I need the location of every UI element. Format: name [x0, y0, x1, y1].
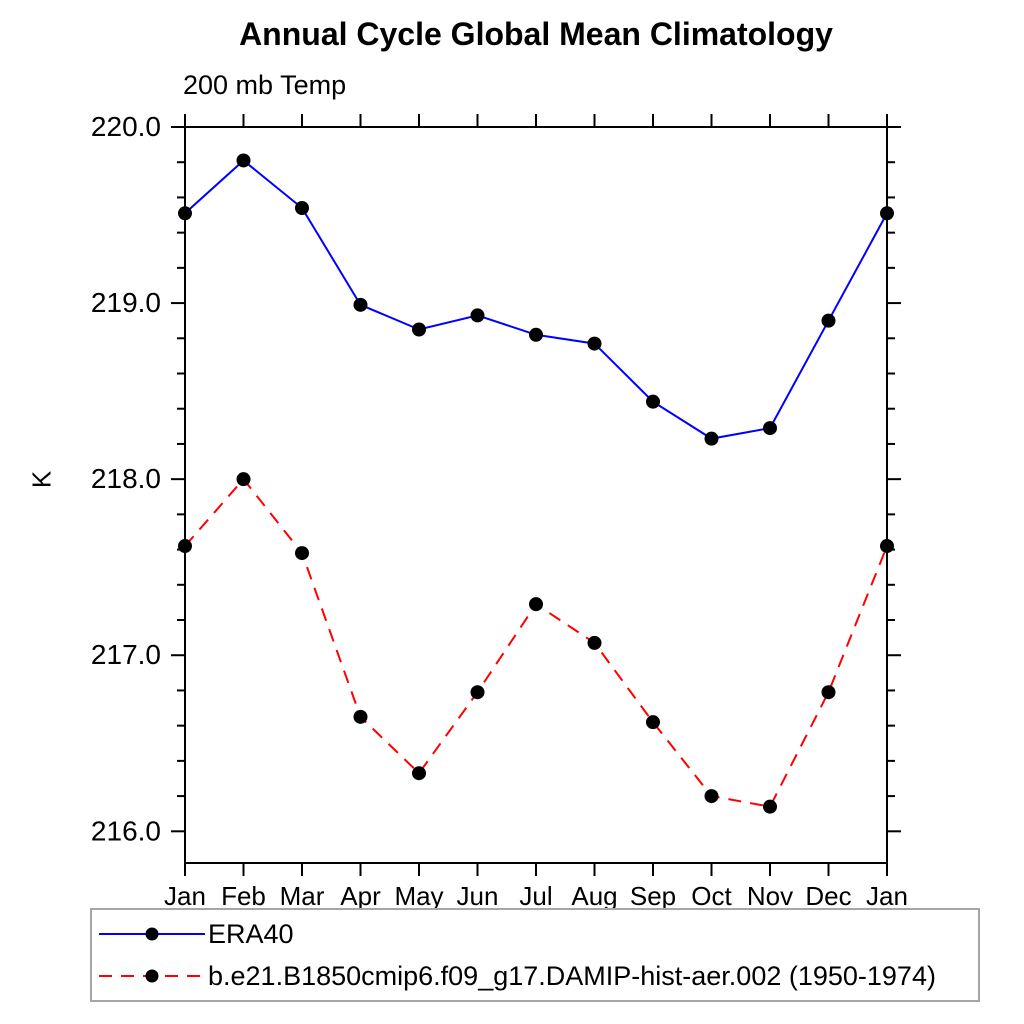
- x-tick-label: Jul: [519, 881, 552, 911]
- y-tick-label: 216.0: [91, 815, 161, 846]
- data-point-series-1: [646, 715, 660, 730]
- data-point-series-1: [763, 799, 777, 814]
- x-tick-label: Dec: [805, 881, 851, 911]
- data-point-series-0: [704, 431, 719, 446]
- y-tick-label: 218.0: [91, 463, 161, 494]
- data-point-series-0: [821, 313, 836, 328]
- data-point-series-1: [587, 635, 602, 650]
- data-point-series-0: [412, 322, 426, 337]
- data-point-series-0: [353, 297, 368, 312]
- x-tick-label: May: [394, 881, 443, 911]
- data-point-series-1: [821, 685, 836, 700]
- x-tick-label: Sep: [630, 881, 676, 911]
- data-point-series-1: [236, 472, 251, 487]
- x-tick-label: Jun: [457, 881, 499, 911]
- plot-frame: [184, 126, 888, 864]
- legend-marker-dot: [145, 969, 159, 983]
- series-line-1: [184, 477, 888, 808]
- x-tick-label: Oct: [691, 881, 732, 911]
- legend-label-era40: ERA40: [208, 918, 294, 949]
- x-tick-label: Nov: [747, 881, 793, 911]
- legend-label-model: b.e21.B1850cmip6.f09_g17.DAMIP-hist-aer.…: [208, 960, 936, 991]
- data-point-series-0: [295, 200, 309, 215]
- data-point-series-0: [763, 421, 777, 436]
- data-point-series-1: [529, 597, 543, 612]
- x-tick-label: Apr: [340, 881, 381, 911]
- data-point-series-1: [295, 546, 309, 561]
- data-point-series-0: [236, 153, 251, 168]
- chart-subtitle: 200 mb Temp: [183, 70, 347, 100]
- legend-swatch-dashed-line: [99, 969, 205, 983]
- data-point-series-0: [529, 327, 543, 342]
- x-tick-label: Feb: [221, 881, 266, 911]
- y-tick-label: 217.0: [91, 639, 161, 670]
- data-point-series-0: [587, 336, 602, 351]
- y-tick-label: 220.0: [91, 111, 161, 142]
- legend-box: ERA40 b.e21.B1850cmip6.f09_g17.DAMIP-his…: [90, 908, 980, 1002]
- legend-marker-dot: [145, 927, 159, 941]
- data-point-series-1: [412, 766, 426, 781]
- legend-row-model: b.e21.B1850cmip6.f09_g17.DAMIP-hist-aer.…: [92, 955, 978, 997]
- data-point-series-1: [470, 685, 485, 700]
- data-point-series-0: [470, 308, 485, 323]
- x-tick-label: Mar: [280, 881, 325, 911]
- series-line-0: [184, 159, 888, 440]
- data-point-series-1: [704, 789, 719, 804]
- data-point-series-0: [646, 394, 660, 409]
- y-tick-label: 219.0: [91, 287, 161, 318]
- chart-title: Annual Cycle Global Mean Climatology: [239, 16, 833, 52]
- x-tick-label: Jan: [164, 881, 206, 911]
- x-tick-label: Aug: [571, 881, 617, 911]
- data-point-series-1: [353, 709, 368, 724]
- legend-row-era40: ERA40: [92, 913, 978, 955]
- x-tick-label: Jan: [866, 881, 908, 911]
- legend-swatch-solid-line: [99, 927, 205, 941]
